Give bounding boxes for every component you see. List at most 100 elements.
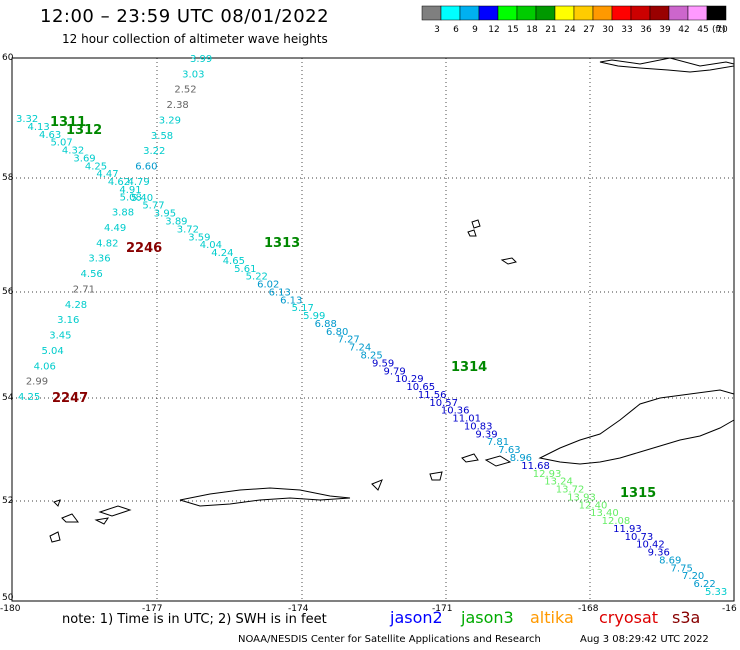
swh-value-label: 12.93: [533, 469, 562, 480]
legend-jason3: jason3: [461, 608, 514, 627]
swh-value-label: 3.22: [143, 146, 165, 157]
swh-value-label: 11.01: [452, 414, 481, 425]
alaska-peninsula: [538, 389, 735, 465]
swh-value-label: 4.04: [200, 240, 222, 251]
colorbar-tick-label: 30: [602, 25, 614, 35]
swh-value-label: 8.69: [659, 555, 681, 566]
swh-value-label: 13.40: [590, 508, 619, 519]
swh-value-label: 6.02: [257, 280, 279, 291]
pribilof-island-2: [467, 229, 477, 237]
swh-value-label: 4.91: [119, 185, 141, 196]
swh-value-label: 4.24: [211, 248, 233, 259]
wave-height-colorbar: 3 6 9 12 15 18 21 24 27 30 33 36 39 42 45 70 (ft): [421, 5, 728, 35]
colorbar-tick-label: 12: [488, 25, 499, 35]
pribilof-island-3: [500, 257, 517, 265]
colorbar-tick-label: 70: [716, 25, 728, 35]
lat-label-54: 54: [2, 393, 14, 403]
generation-timestamp: Aug 3 08:29:42 UTC 2022: [580, 634, 709, 645]
colorbar-tick-label: 24: [564, 25, 576, 35]
swh-value-label: 9.36: [648, 548, 670, 559]
aleutian-chain-central: [179, 487, 351, 507]
legend-altika: altika: [530, 608, 574, 627]
aleutian-island-4: [371, 479, 383, 491]
aleutian-island-9: [53, 499, 61, 507]
colorbar-unit-label: (ft): [712, 25, 726, 35]
swh-value-label: 5.22: [246, 272, 268, 283]
swh-value-label: 4.49: [104, 223, 126, 234]
swh-value-label: 5.17: [292, 303, 314, 314]
swh-value-label: 2.38: [167, 100, 189, 111]
pass-label-1311: 1311: [50, 115, 86, 130]
swh-value-label: 4.63: [39, 130, 61, 141]
swh-value-label: 6.13: [280, 295, 302, 306]
colorbar-tick-label: 27: [583, 25, 594, 35]
pribilof-island-1: [471, 219, 481, 229]
aleutian-island-3: [429, 471, 443, 481]
lat-label-52: 52: [2, 496, 13, 506]
swh-value-label: 6.88: [315, 319, 337, 330]
swh-value-label: 7.81: [487, 437, 509, 448]
colorbar-tick-label: 33: [621, 25, 632, 35]
swh-value-label: 4.65: [223, 256, 245, 267]
swh-value-label: 13.24: [544, 477, 573, 488]
swh-value-label: 5.08: [120, 192, 142, 203]
lat-label-56: 56: [2, 287, 14, 297]
colorbar-tick-label: 9: [472, 25, 478, 35]
swh-value-label: 2.99: [26, 377, 48, 388]
swh-value-label: 4.32: [62, 146, 84, 157]
colorbar-tick-label: 21: [545, 25, 556, 35]
swh-value-label: 10.57: [429, 398, 458, 409]
swh-value-label: 9.59: [372, 358, 394, 369]
lon-label-177: -177: [142, 604, 162, 614]
swh-value-label: 5.99: [303, 311, 325, 322]
swh-value-label: 8.25: [361, 351, 383, 362]
swh-value-label: 10.73: [625, 532, 654, 543]
colorbar-swatch: [706, 5, 727, 21]
lon-label-168: -168: [578, 604, 599, 614]
swh-value-label: 3.03: [182, 69, 204, 80]
swh-value-label: 3.88: [112, 208, 134, 219]
pass-label-1313: 1313: [264, 236, 300, 251]
pass-label-2247: 2247: [52, 391, 88, 406]
swh-value-label: 4.82: [96, 238, 118, 249]
swh-value-label: 6.80: [326, 327, 348, 338]
swh-value-label: 4.25: [85, 161, 107, 172]
colorbar-tick-label: 39: [659, 25, 671, 35]
swh-value-label: 5.77: [142, 201, 164, 212]
swh-value-label: 5.07: [50, 138, 72, 149]
swh-value-label: 9.39: [475, 429, 497, 440]
swh-value-label: 7.24: [349, 343, 371, 354]
swh-value-label: 2.71: [73, 284, 95, 295]
swh-value-label: 11.93: [613, 524, 642, 535]
swh-value-label: 6.13: [269, 287, 291, 298]
swh-value-label: 10.83: [464, 421, 493, 432]
map-subtitle: 12 hour collection of altimeter wave hei…: [62, 32, 328, 46]
colorbar-tick-label: 45: [697, 25, 708, 35]
map-title: 12:00 – 23:59 UTC 08/01/2022: [40, 6, 330, 27]
lat-label-58: 58: [2, 173, 14, 183]
legend-jason2: jason2: [390, 608, 443, 627]
swh-value-label: 3.16: [57, 315, 79, 326]
swh-value-label: 6.22: [694, 579, 716, 590]
swh-value-label: 4.06: [34, 361, 56, 372]
swh-value-label: 5.33: [705, 587, 727, 598]
swh-value-label: 7.63: [498, 445, 520, 456]
pass-label-1314: 1314: [451, 360, 487, 375]
colorbar-tick-label: 36: [640, 25, 652, 35]
lat-label-50: 50: [2, 593, 14, 603]
swh-value-label: 3.69: [73, 153, 95, 164]
colorbar-tick-label: 18: [526, 25, 538, 35]
colorbar-tick-label: 6: [453, 25, 459, 35]
legend-s3a: s3a: [672, 608, 701, 627]
colorbar-tick-label: 42: [678, 25, 689, 35]
swh-value-label: 3.36: [88, 254, 110, 265]
colorbar-tick-label: 3: [434, 25, 440, 35]
swh-value-label: 4.25: [18, 392, 40, 403]
swh-value-label: 3.99: [190, 54, 212, 65]
swh-value-label: 8.96: [510, 453, 532, 464]
swh-value-label: 3.95: [154, 209, 176, 220]
pass-label-2246: 2246: [126, 241, 162, 256]
swh-value-label: 2.52: [174, 85, 196, 96]
swh-value-label: 4.13: [27, 122, 49, 133]
swh-value-label: 12.08: [602, 516, 631, 527]
